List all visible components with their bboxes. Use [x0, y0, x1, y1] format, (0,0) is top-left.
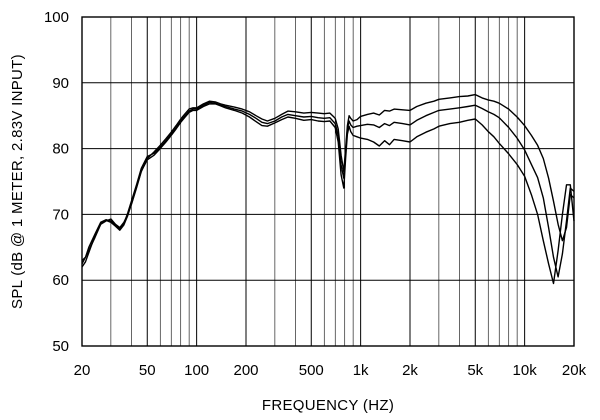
x-tick-label: 50: [139, 362, 156, 379]
x-tick-label: 200: [233, 362, 258, 379]
x-tick-label: 1k: [353, 362, 369, 379]
y-tick-label: 50: [52, 338, 69, 355]
y-tick-label: 70: [52, 206, 69, 223]
y-tick-label: 60: [52, 272, 69, 289]
series-line-2: [81, 101, 575, 278]
x-tick-label: 20: [74, 362, 91, 379]
x-axis-title: FREQUENCY (HZ): [262, 397, 394, 414]
plot-frame: [81, 16, 575, 347]
y-tick-label: 90: [52, 75, 69, 92]
x-tick-label: 500: [299, 362, 324, 379]
x-tick-label: 10k: [513, 362, 538, 379]
tick-label-layer: 50 60 70 80 90 100 20 50 100 200 500 1k 2k 5k 10k 20k: [44, 9, 587, 379]
x-tick-label: 20k: [562, 362, 587, 379]
y-tick-label: 80: [52, 141, 69, 158]
x-tick-label: 100: [184, 362, 209, 379]
grid-layer: [81, 16, 575, 347]
series-layer: [81, 93, 575, 285]
y-axis-title: SPL (dB @ 1 METER, 2.83V INPUT): [9, 54, 26, 309]
series-line-3: [81, 103, 575, 285]
x-tick-label: 5k: [467, 362, 483, 379]
y-tick-label: 100: [44, 9, 69, 26]
x-tick-label: 2k: [402, 362, 418, 379]
